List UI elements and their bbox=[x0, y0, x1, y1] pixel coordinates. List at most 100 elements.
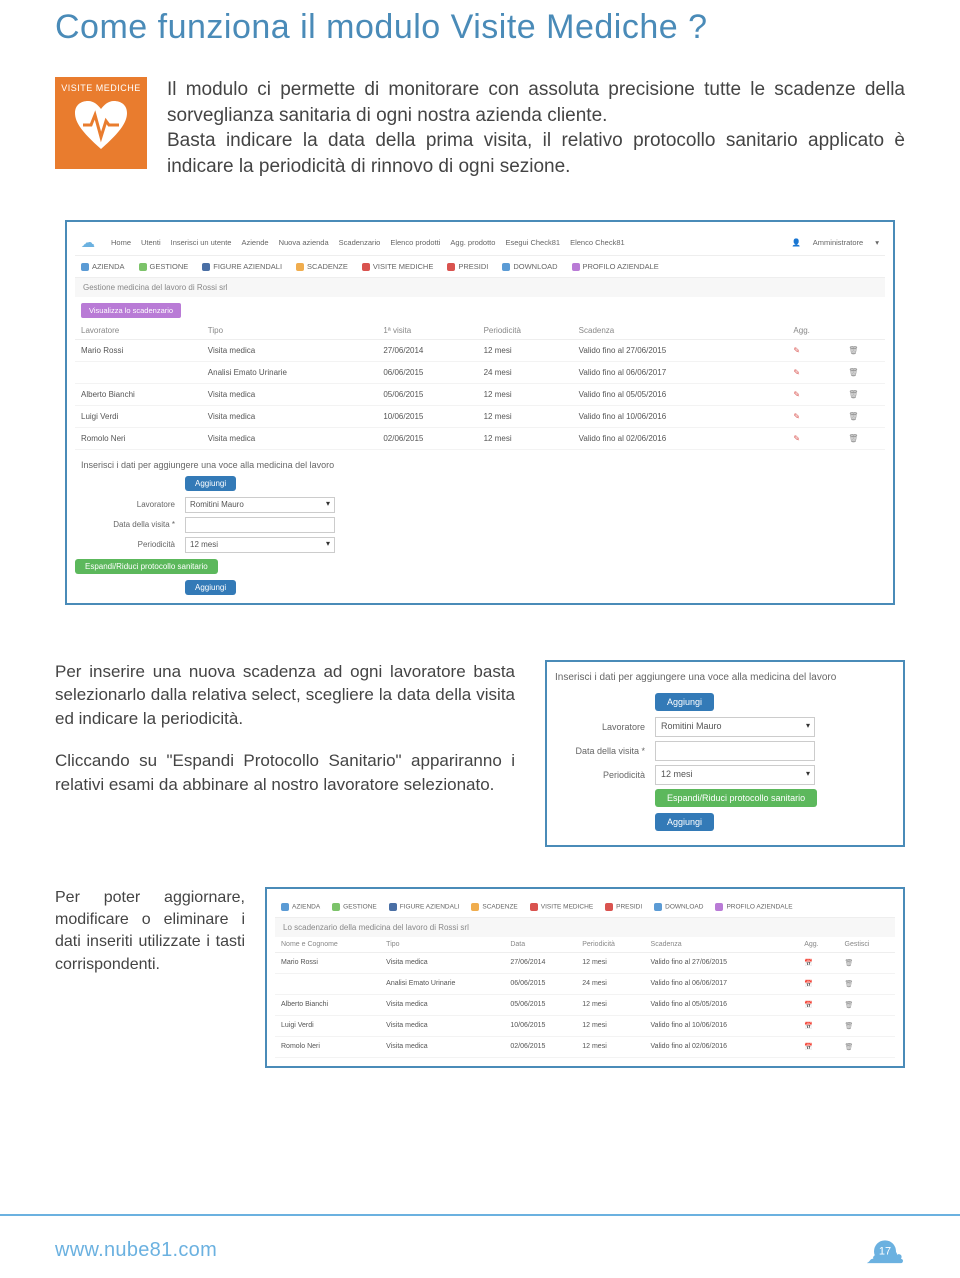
user-icon: 👤 bbox=[791, 238, 800, 247]
module-tab[interactable]: FIGURE AZIENDALI bbox=[202, 262, 282, 271]
worker-select-2[interactable]: Romitini Mauro bbox=[655, 717, 815, 737]
module-tab[interactable]: FIGURE AZIENDALI bbox=[389, 903, 460, 911]
edit-icon[interactable]: ✎ bbox=[793, 434, 800, 443]
instruction-text-2: Per poter aggiornare, modificare o elimi… bbox=[55, 887, 245, 977]
edit-icon[interactable]: ✎ bbox=[793, 390, 800, 399]
period-label-2: Periodicità bbox=[555, 770, 645, 780]
calendar-icon[interactable]: 📅 bbox=[804, 1023, 813, 1030]
table-row: Alberto BianchiVisita medica05/06/201512… bbox=[75, 383, 885, 405]
nav-item[interactable]: Utenti bbox=[141, 238, 161, 247]
page-number-badge: ☁ 17 bbox=[865, 1230, 905, 1270]
delete-icon[interactable]: 🗑 bbox=[845, 981, 854, 988]
period-select-2[interactable]: 12 mesi bbox=[655, 765, 815, 785]
expand-protocol-button[interactable]: Espandi/Riduci protocollo sanitario bbox=[75, 559, 218, 574]
date-label: Data della visita * bbox=[75, 520, 175, 529]
breadcrumb: Gestione medicina del lavoro di Rossi sr… bbox=[75, 278, 885, 297]
add-button-3[interactable]: Aggiungi bbox=[655, 693, 714, 711]
date-input-2[interactable] bbox=[655, 741, 815, 761]
worker-label-2: Lavoratore bbox=[555, 722, 645, 732]
footer: www.nube81.com ☁ 17 bbox=[0, 1214, 960, 1278]
module-tab[interactable]: PRESIDI bbox=[447, 262, 488, 271]
screenshot-form: Inserisci i dati per aggiungere una voce… bbox=[545, 660, 905, 847]
table-row: Luigi VerdiVisita medica10/06/201512 mes… bbox=[75, 405, 885, 427]
period-label: Periodicità bbox=[75, 540, 175, 549]
table-row: Mario RossiVisita medica27/06/201412 mes… bbox=[75, 339, 885, 361]
module-tab[interactable]: GESTIONE bbox=[139, 262, 189, 271]
page-title: Come funziona il modulo Visite Mediche ? bbox=[55, 8, 905, 47]
nav-item[interactable]: Inserisci un utente bbox=[171, 238, 232, 247]
edit-icon[interactable]: ✎ bbox=[793, 346, 800, 355]
delete-icon[interactable]: 🗑 bbox=[848, 390, 858, 399]
module-tab[interactable]: DOWNLOAD bbox=[654, 903, 703, 911]
delete-icon[interactable]: 🗑 bbox=[845, 1044, 854, 1051]
calendar-icon[interactable]: 📅 bbox=[804, 1044, 813, 1051]
add-button[interactable]: Aggiungi bbox=[185, 476, 236, 491]
module-bar: AZIENDA GESTIONE FIGURE AZIENDALI SCADENZE V… bbox=[75, 256, 885, 278]
delete-icon[interactable]: 🗑 bbox=[848, 412, 858, 421]
nav-item[interactable]: Elenco Check81 bbox=[570, 238, 625, 247]
table-row: Analisi Emato Urinarie06/06/201524 mesiV… bbox=[275, 973, 895, 994]
form-title-2: Inserisci i dati per aggiungere una voce… bbox=[555, 672, 895, 683]
instruction-text: Per inserire una nuova scadenza ad ogni … bbox=[55, 660, 515, 797]
user-label[interactable]: Amministratore bbox=[813, 238, 863, 247]
calendar-icon[interactable]: 📅 bbox=[804, 1002, 813, 1009]
module-tab[interactable]: SCADENZE bbox=[471, 903, 517, 911]
add-button-2[interactable]: Aggiungi bbox=[185, 580, 236, 595]
intro-text: Il modulo ci permette di monitorare con … bbox=[167, 77, 905, 180]
heart-pulse-icon bbox=[73, 99, 129, 151]
delete-icon[interactable]: 🗑 bbox=[848, 346, 858, 355]
module-badge: VISITE MEDICHE bbox=[55, 77, 147, 169]
view-schedule-button[interactable]: Visualizza lo scadenzario bbox=[81, 303, 181, 318]
breadcrumb-2: Lo scadenzario della medicina del lavoro… bbox=[275, 918, 895, 937]
calendar-icon[interactable]: 📅 bbox=[804, 981, 813, 988]
form-title: Inserisci i dati per aggiungere una voce… bbox=[81, 460, 885, 470]
worker-label: Lavoratore bbox=[75, 500, 175, 509]
delete-icon[interactable]: 🗑 bbox=[845, 960, 854, 967]
edit-icon[interactable]: ✎ bbox=[793, 412, 800, 421]
delete-icon[interactable]: 🗑 bbox=[848, 434, 858, 443]
calendar-icon[interactable]: 📅 bbox=[804, 960, 813, 967]
delete-icon[interactable]: 🗑 bbox=[845, 1023, 854, 1030]
screenshot-schedule: AZIENDA GESTIONE FIGURE AZIENDALI SCADENZE V… bbox=[265, 887, 905, 1068]
delete-icon[interactable]: 🗑 bbox=[848, 368, 858, 377]
table-row: Analisi Emato Urinarie06/06/201524 mesiV… bbox=[75, 361, 885, 383]
visits-table: LavoratoreTipo1ª visitaPeriodicitàScaden… bbox=[75, 322, 885, 450]
worker-select[interactable]: Romitini Mauro bbox=[185, 497, 335, 513]
module-tab[interactable]: AZIENDA bbox=[281, 903, 320, 911]
top-nav: ☁ HomeUtentiInserisci un utenteAziendeNu… bbox=[75, 230, 885, 256]
date-input[interactable] bbox=[185, 517, 335, 533]
chevron-down-icon[interactable]: ▾ bbox=[875, 238, 879, 247]
table-row: Romolo NeriVisita medica02/06/201512 mes… bbox=[275, 1036, 895, 1057]
badge-label: VISITE MEDICHE bbox=[55, 83, 147, 93]
para-expand: Cliccando su "Espandi Protocollo Sanitar… bbox=[55, 749, 515, 797]
module-tab[interactable]: AZIENDA bbox=[81, 262, 125, 271]
table-row: Mario RossiVisita medica27/06/201412 mes… bbox=[275, 952, 895, 973]
module-tab[interactable]: PRESIDI bbox=[605, 903, 642, 911]
period-select[interactable]: 12 mesi bbox=[185, 537, 335, 553]
nav-item[interactable]: Nuova azienda bbox=[279, 238, 329, 247]
nav-item[interactable]: Elenco prodotti bbox=[390, 238, 440, 247]
edit-icon[interactable]: ✎ bbox=[793, 368, 800, 377]
delete-icon[interactable]: 🗑 bbox=[845, 1002, 854, 1009]
module-tab[interactable]: PROFILO AZIENDALE bbox=[572, 262, 659, 271]
add-button-4[interactable]: Aggiungi bbox=[655, 813, 714, 831]
module-bar-2: AZIENDA GESTIONE FIGURE AZIENDALI SCADENZE V… bbox=[275, 897, 895, 918]
table-row: Romolo NeriVisita medica02/06/201512 mes… bbox=[75, 427, 885, 449]
module-tab[interactable]: VISITE MEDICHE bbox=[362, 262, 433, 271]
module-tab[interactable]: SCADENZE bbox=[296, 262, 348, 271]
expand-protocol-button-2[interactable]: Espandi/Riduci protocollo sanitario bbox=[655, 789, 817, 807]
nav-item[interactable]: Scadenzario bbox=[339, 238, 381, 247]
module-tab[interactable]: VISITE MEDICHE bbox=[530, 903, 593, 911]
module-tab[interactable]: PROFILO AZIENDALE bbox=[715, 903, 792, 911]
nav-item[interactable]: Aziende bbox=[241, 238, 268, 247]
nav-item[interactable]: Esegui Check81 bbox=[505, 238, 560, 247]
table-row: Alberto BianchiVisita medica05/06/201512… bbox=[275, 994, 895, 1015]
footer-url: www.nube81.com bbox=[55, 1239, 217, 1262]
nav-item[interactable]: Agg. prodotto bbox=[450, 238, 495, 247]
date-label-2: Data della visita * bbox=[555, 746, 645, 756]
schedule-table: Nome e CognomeTipoDataPeriodicitàScadenz… bbox=[275, 937, 895, 1058]
module-tab[interactable]: GESTIONE bbox=[332, 903, 377, 911]
nav-item[interactable]: Home bbox=[111, 238, 131, 247]
module-tab[interactable]: DOWNLOAD bbox=[502, 262, 557, 271]
screenshot-main: ☁ HomeUtentiInserisci un utenteAziendeNu… bbox=[65, 220, 895, 605]
